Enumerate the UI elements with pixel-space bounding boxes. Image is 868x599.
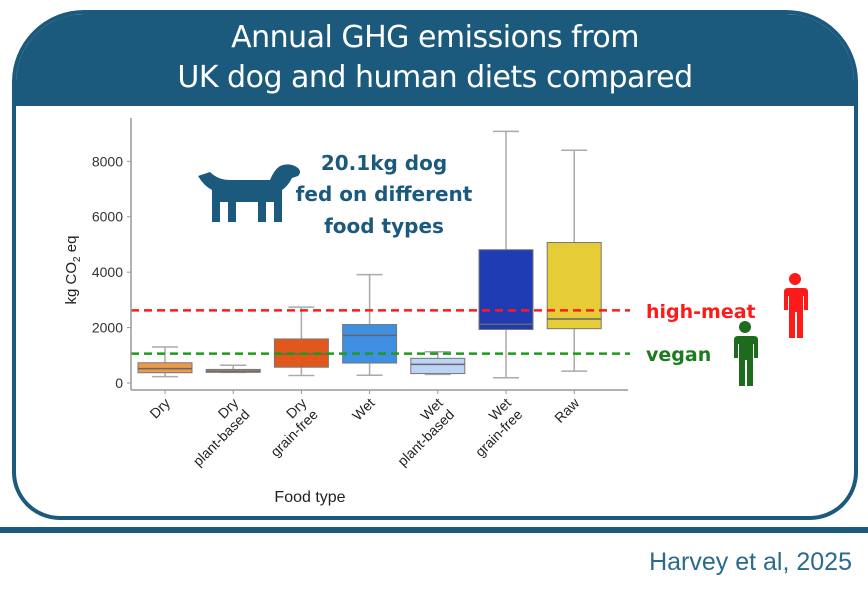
y-tick-label: 0 bbox=[115, 375, 123, 391]
x-tick-label: Raw bbox=[551, 394, 583, 426]
human-high-meat-icon bbox=[784, 273, 808, 338]
chart-card: Annual GHG emissions from UK dog and hum… bbox=[12, 10, 858, 520]
x-tick-label: Drygrain-free bbox=[256, 395, 321, 460]
x-tick-label: Wetplant-based bbox=[383, 395, 457, 469]
box-0: Dry bbox=[137, 346, 193, 422]
y-tick-label: 8000 bbox=[92, 153, 123, 169]
box-5: Wetgrain-free bbox=[460, 130, 534, 460]
annotation-line-3: food types bbox=[324, 214, 444, 238]
box-4: Wetplant-based bbox=[383, 350, 466, 469]
box-2: Drygrain-free bbox=[256, 306, 329, 460]
y-tick-label: 4000 bbox=[92, 264, 123, 280]
box-iqr bbox=[478, 249, 534, 331]
annotation-line-1: 20.1kg dog bbox=[321, 151, 447, 175]
box-3: Wet bbox=[342, 273, 398, 424]
title-line-2: UK dog and human diets compared bbox=[177, 60, 693, 95]
annotation-line-2: fed on different bbox=[296, 182, 473, 206]
y-axis-label: kg CO2 eq bbox=[63, 236, 83, 305]
high-meat-label: high-meat bbox=[646, 301, 756, 323]
citation: Harvey et al, 2025 bbox=[649, 548, 852, 576]
chart-title: Annual GHG emissions from UK dog and hum… bbox=[16, 14, 854, 106]
x-axis-label: Food type bbox=[274, 489, 345, 506]
x-tick-label-line1: Dry bbox=[146, 395, 173, 422]
dog-icon bbox=[198, 164, 300, 222]
x-tick-label: Dry bbox=[146, 395, 173, 422]
box-iqr bbox=[546, 242, 602, 330]
divider bbox=[0, 527, 868, 533]
x-tick-label: Dryplant-based bbox=[178, 395, 252, 469]
y-tick-label: 6000 bbox=[92, 209, 123, 225]
x-tick-label-line1: Raw bbox=[551, 394, 583, 426]
box-iqr bbox=[137, 362, 193, 374]
x-tick-label: Wet bbox=[349, 395, 378, 424]
box-iqr bbox=[342, 324, 398, 364]
x-tick-label-line1: Wet bbox=[349, 395, 378, 424]
title-line-1: Annual GHG emissions from bbox=[231, 20, 639, 55]
x-tick-label: Wetgrain-free bbox=[460, 395, 525, 460]
vegan-label: vegan bbox=[646, 344, 711, 366]
human-vegan-icon bbox=[734, 321, 758, 386]
y-tick-label: 2000 bbox=[92, 320, 123, 336]
box-iqr bbox=[410, 357, 466, 375]
box-1: Dryplant-based bbox=[178, 364, 261, 469]
box-6: Raw bbox=[546, 149, 602, 426]
